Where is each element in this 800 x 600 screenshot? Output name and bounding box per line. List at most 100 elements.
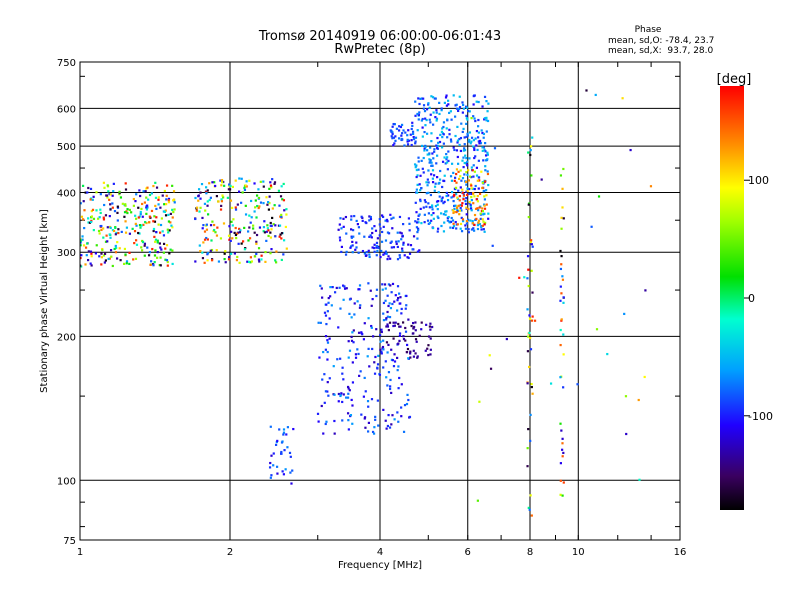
data-point xyxy=(154,240,157,243)
data-point xyxy=(384,419,387,422)
data-point xyxy=(278,235,281,238)
data-point xyxy=(98,216,101,219)
data-point xyxy=(257,258,261,261)
data-point xyxy=(342,284,345,287)
data-point xyxy=(404,330,408,333)
data-point xyxy=(370,304,373,307)
data-point xyxy=(411,130,415,133)
data-point xyxy=(466,134,469,137)
data-point xyxy=(248,226,251,229)
data-point xyxy=(450,118,453,121)
data-point xyxy=(165,244,169,247)
data-point xyxy=(429,159,432,162)
data-point xyxy=(160,248,163,251)
data-point xyxy=(137,231,140,235)
data-point xyxy=(392,246,396,249)
data-point xyxy=(458,209,461,212)
data-point xyxy=(456,139,460,142)
data-point xyxy=(473,148,476,152)
data-point xyxy=(385,427,388,430)
data-point xyxy=(432,111,435,114)
data-point xyxy=(420,222,423,225)
data-point xyxy=(342,225,345,228)
data-point xyxy=(485,100,488,103)
data-point xyxy=(453,207,456,210)
data-point xyxy=(505,337,508,341)
data-point xyxy=(428,206,431,209)
data-point xyxy=(369,218,373,221)
data-point xyxy=(482,159,485,162)
data-point xyxy=(90,220,93,224)
data-point xyxy=(259,180,262,183)
data-point xyxy=(454,193,458,196)
data-point xyxy=(273,181,277,184)
data-point xyxy=(282,473,285,476)
data-point xyxy=(124,204,127,207)
data-point xyxy=(483,212,486,215)
data-point xyxy=(206,252,210,255)
data-point xyxy=(368,219,371,222)
data-point xyxy=(384,287,387,290)
data-point xyxy=(204,209,207,212)
data-point xyxy=(396,231,399,234)
data-point xyxy=(402,243,405,246)
data-point xyxy=(111,206,114,209)
data-point xyxy=(427,191,430,194)
data-point xyxy=(561,278,565,281)
data-point xyxy=(238,261,241,264)
data-point xyxy=(107,190,110,193)
data-point xyxy=(201,257,205,260)
data-point xyxy=(457,107,461,110)
data-point xyxy=(388,302,391,305)
data-point xyxy=(100,228,103,232)
data-point xyxy=(106,226,109,229)
data-point xyxy=(256,204,259,208)
data-point xyxy=(141,240,145,244)
data-point xyxy=(83,226,86,230)
data-point xyxy=(526,350,530,353)
data-point xyxy=(337,326,340,329)
data-point xyxy=(475,100,478,103)
data-point xyxy=(140,207,143,211)
data-point xyxy=(433,148,436,151)
data-point xyxy=(442,121,446,124)
data-point xyxy=(108,193,111,196)
data-point xyxy=(350,316,353,319)
data-point xyxy=(431,96,435,99)
data-point xyxy=(439,133,442,136)
data-point xyxy=(468,201,471,204)
data-point xyxy=(401,321,405,324)
data-point xyxy=(257,188,260,191)
data-point xyxy=(420,159,423,162)
phase-summary: Phase mean, sd,O: -78.4, 23.7 mean, sd,X… xyxy=(608,25,714,56)
data-point xyxy=(562,333,565,336)
data-point xyxy=(194,217,197,221)
data-point xyxy=(483,117,487,120)
data-point xyxy=(281,198,284,201)
data-point xyxy=(526,277,529,280)
data-point xyxy=(219,179,222,182)
data-point xyxy=(560,292,563,295)
data-point xyxy=(387,304,390,308)
data-point xyxy=(167,197,171,200)
data-point xyxy=(426,219,430,222)
data-point xyxy=(559,267,563,271)
data-point xyxy=(464,162,468,165)
data-point xyxy=(472,202,475,205)
y-tick-label: 500 xyxy=(57,142,76,153)
data-point xyxy=(485,119,488,122)
data-point xyxy=(470,140,473,143)
data-point xyxy=(406,143,410,146)
data-point xyxy=(431,169,435,172)
data-point xyxy=(371,430,375,434)
data-point xyxy=(412,235,416,238)
data-point xyxy=(561,455,564,458)
data-point xyxy=(269,252,272,255)
data-point xyxy=(205,223,208,226)
data-point xyxy=(220,184,223,187)
data-point xyxy=(363,252,366,255)
data-point xyxy=(197,188,201,191)
data-point xyxy=(456,196,459,199)
colorbar-tick-label: 0 xyxy=(748,292,755,305)
